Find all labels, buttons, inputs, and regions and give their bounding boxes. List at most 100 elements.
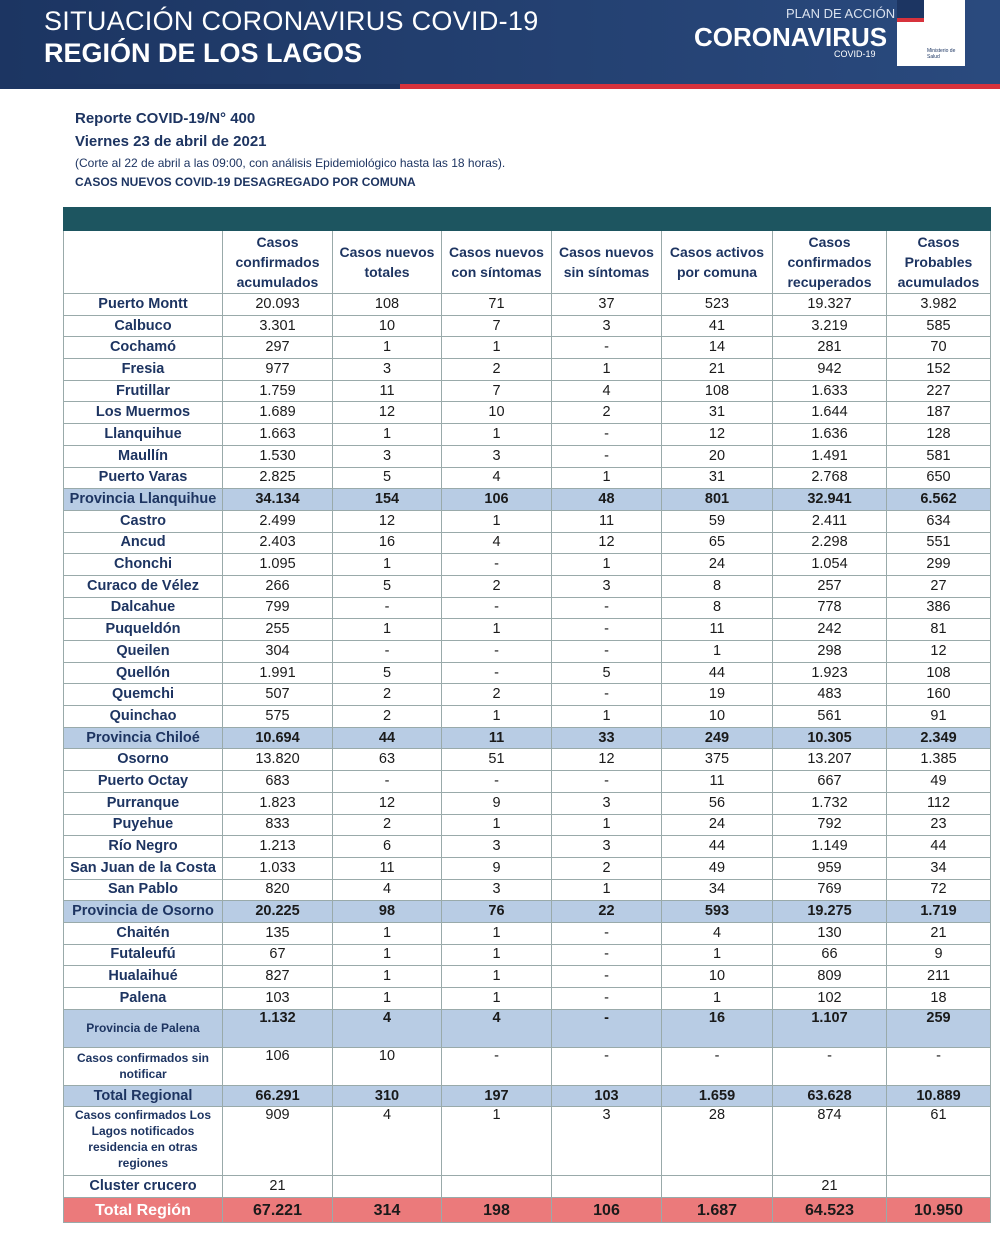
row-label: Chaitén xyxy=(63,921,223,945)
cell: 20.225 xyxy=(222,900,333,923)
table-row: Futaleufú 67 1 1-1 66 9 xyxy=(63,943,991,967)
cell: 20.093 xyxy=(222,293,333,316)
cell: 386 xyxy=(886,596,991,620)
table-row: Hualaihué 827 1 1-10 809 211 xyxy=(63,965,991,988)
cell: 76 xyxy=(441,900,552,923)
cell: 1.530 xyxy=(222,444,333,468)
cell: 44 xyxy=(332,726,442,750)
cell: 64.523 xyxy=(772,1197,887,1224)
cell: 2 xyxy=(551,401,662,425)
header-bar: SITUACIÓN CORONAVIRUS COVID-19 REGIÓN DE… xyxy=(0,0,1000,86)
cell: 24 xyxy=(661,553,773,576)
row-label: Casos confirmados Los Lagos notificados … xyxy=(63,1106,223,1177)
cell: 2 xyxy=(332,705,442,728)
cell: 12 xyxy=(332,401,442,425)
header-stripe xyxy=(0,84,1000,89)
table-row: Puqueldón 255 1 1-11 242 81 xyxy=(63,618,991,641)
cell: 1 xyxy=(551,553,662,576)
cell: 12 xyxy=(886,640,991,663)
cell: 11 xyxy=(332,856,442,880)
cell: 561 xyxy=(772,705,887,728)
row-label: Hualaihué xyxy=(63,965,223,988)
cell: - xyxy=(551,1046,662,1086)
band-cell xyxy=(332,207,442,231)
cell: 809 xyxy=(772,965,887,988)
cell xyxy=(551,1175,662,1199)
cell: 21 xyxy=(661,358,773,381)
row-label: Queilen xyxy=(63,640,223,663)
cell: 3 xyxy=(441,835,552,858)
table-row: Chonchi 1.095 1-1 24 1.054 299 xyxy=(63,553,991,576)
cell: 1.759 xyxy=(222,379,333,403)
cell: 2 xyxy=(332,813,442,837)
cell: 1.054 xyxy=(772,553,887,576)
cell: 108 xyxy=(886,661,991,685)
cell: 2 xyxy=(441,358,552,381)
row-label: Futaleufú xyxy=(63,943,223,967)
cell: 942 xyxy=(772,358,887,381)
cell: 130 xyxy=(772,921,887,945)
logo-main: CORONAVIRUS xyxy=(694,22,888,52)
logo-sub: COVID-19 xyxy=(834,49,876,59)
table-row: Calbuco 3.301 10 7 3 41 3.219 585 xyxy=(63,314,991,338)
cell: 2.411 xyxy=(772,509,887,533)
cell: 1 xyxy=(441,336,552,360)
cell: 2.825 xyxy=(222,466,333,490)
row-label: Osorno xyxy=(63,748,223,772)
table-row: Fresia 977 3 2 1 21 942 152 xyxy=(63,358,991,381)
cell: 7 xyxy=(441,379,552,403)
cell: 11 xyxy=(551,509,662,533)
cell: 10 xyxy=(332,314,442,338)
cell: 1.636 xyxy=(772,423,887,446)
column-header: Casos nuevos sin síntomas xyxy=(551,230,662,294)
cell: 551 xyxy=(886,531,991,555)
cell: 1.732 xyxy=(772,791,887,815)
cell: 81 xyxy=(886,618,991,641)
cell: 4 xyxy=(551,379,662,403)
cell: 1 xyxy=(551,705,662,728)
table-row: Provincia de Osorno 20.225 98 76 22 593 19.275… xyxy=(63,900,991,923)
cell: 108 xyxy=(332,293,442,316)
cell: - xyxy=(441,770,552,793)
row-label: Total Región xyxy=(63,1197,223,1224)
cell: - xyxy=(772,1046,887,1086)
cell: 4 xyxy=(661,921,773,945)
cell: 1.823 xyxy=(222,791,333,815)
cell: 211 xyxy=(886,965,991,988)
cell: 266 xyxy=(222,574,333,598)
table-row: Total Región 67.221 314 198 106 1.687 64.523 10… xyxy=(63,1197,991,1224)
row-label: Provincia Llanquihue xyxy=(63,488,223,511)
row-label: Puyehue xyxy=(63,813,223,837)
cell: 1.095 xyxy=(222,553,333,576)
cell: 21 xyxy=(772,1175,887,1199)
row-label: Provincia de Palena xyxy=(63,1008,223,1048)
column-header: Casos nuevos con síntomas xyxy=(441,230,552,294)
cell: 106 xyxy=(441,488,552,511)
band-cell xyxy=(886,207,991,231)
cell: 2.768 xyxy=(772,466,887,490)
cell: 3.301 xyxy=(222,314,333,338)
cell: 1 xyxy=(332,553,442,576)
cell: 310 xyxy=(332,1084,442,1108)
cell: - xyxy=(441,596,552,620)
cell: 66 xyxy=(772,943,887,967)
table-row: Purranque 1.823 12 9 3 56 1.732 112 xyxy=(63,791,991,815)
cell: 34.134 xyxy=(222,488,333,511)
row-label: Cochamó xyxy=(63,336,223,360)
cell: 1 xyxy=(551,878,662,902)
cell: 44 xyxy=(886,835,991,858)
cell: 6 xyxy=(332,835,442,858)
row-label: Puerto Varas xyxy=(63,466,223,490)
table-row: Total Regional 66.291 310 197 103 1.659 63.628… xyxy=(63,1084,991,1108)
row-label: Provincia de Osorno xyxy=(63,900,223,923)
table-row: Queilen 304- - -1 298 12 xyxy=(63,640,991,663)
table-row: Casos confirmados Los Lagos notificados … xyxy=(63,1106,991,1177)
cell: 10 xyxy=(332,1046,442,1086)
table-row: Cluster crucero 21 21 xyxy=(63,1175,991,1199)
cell: - xyxy=(551,1008,662,1048)
report-date: Viernes 23 de abril de 2021 xyxy=(75,133,267,150)
cell: 3 xyxy=(551,314,662,338)
cell: 1 xyxy=(551,466,662,490)
cell: - xyxy=(661,1046,773,1086)
